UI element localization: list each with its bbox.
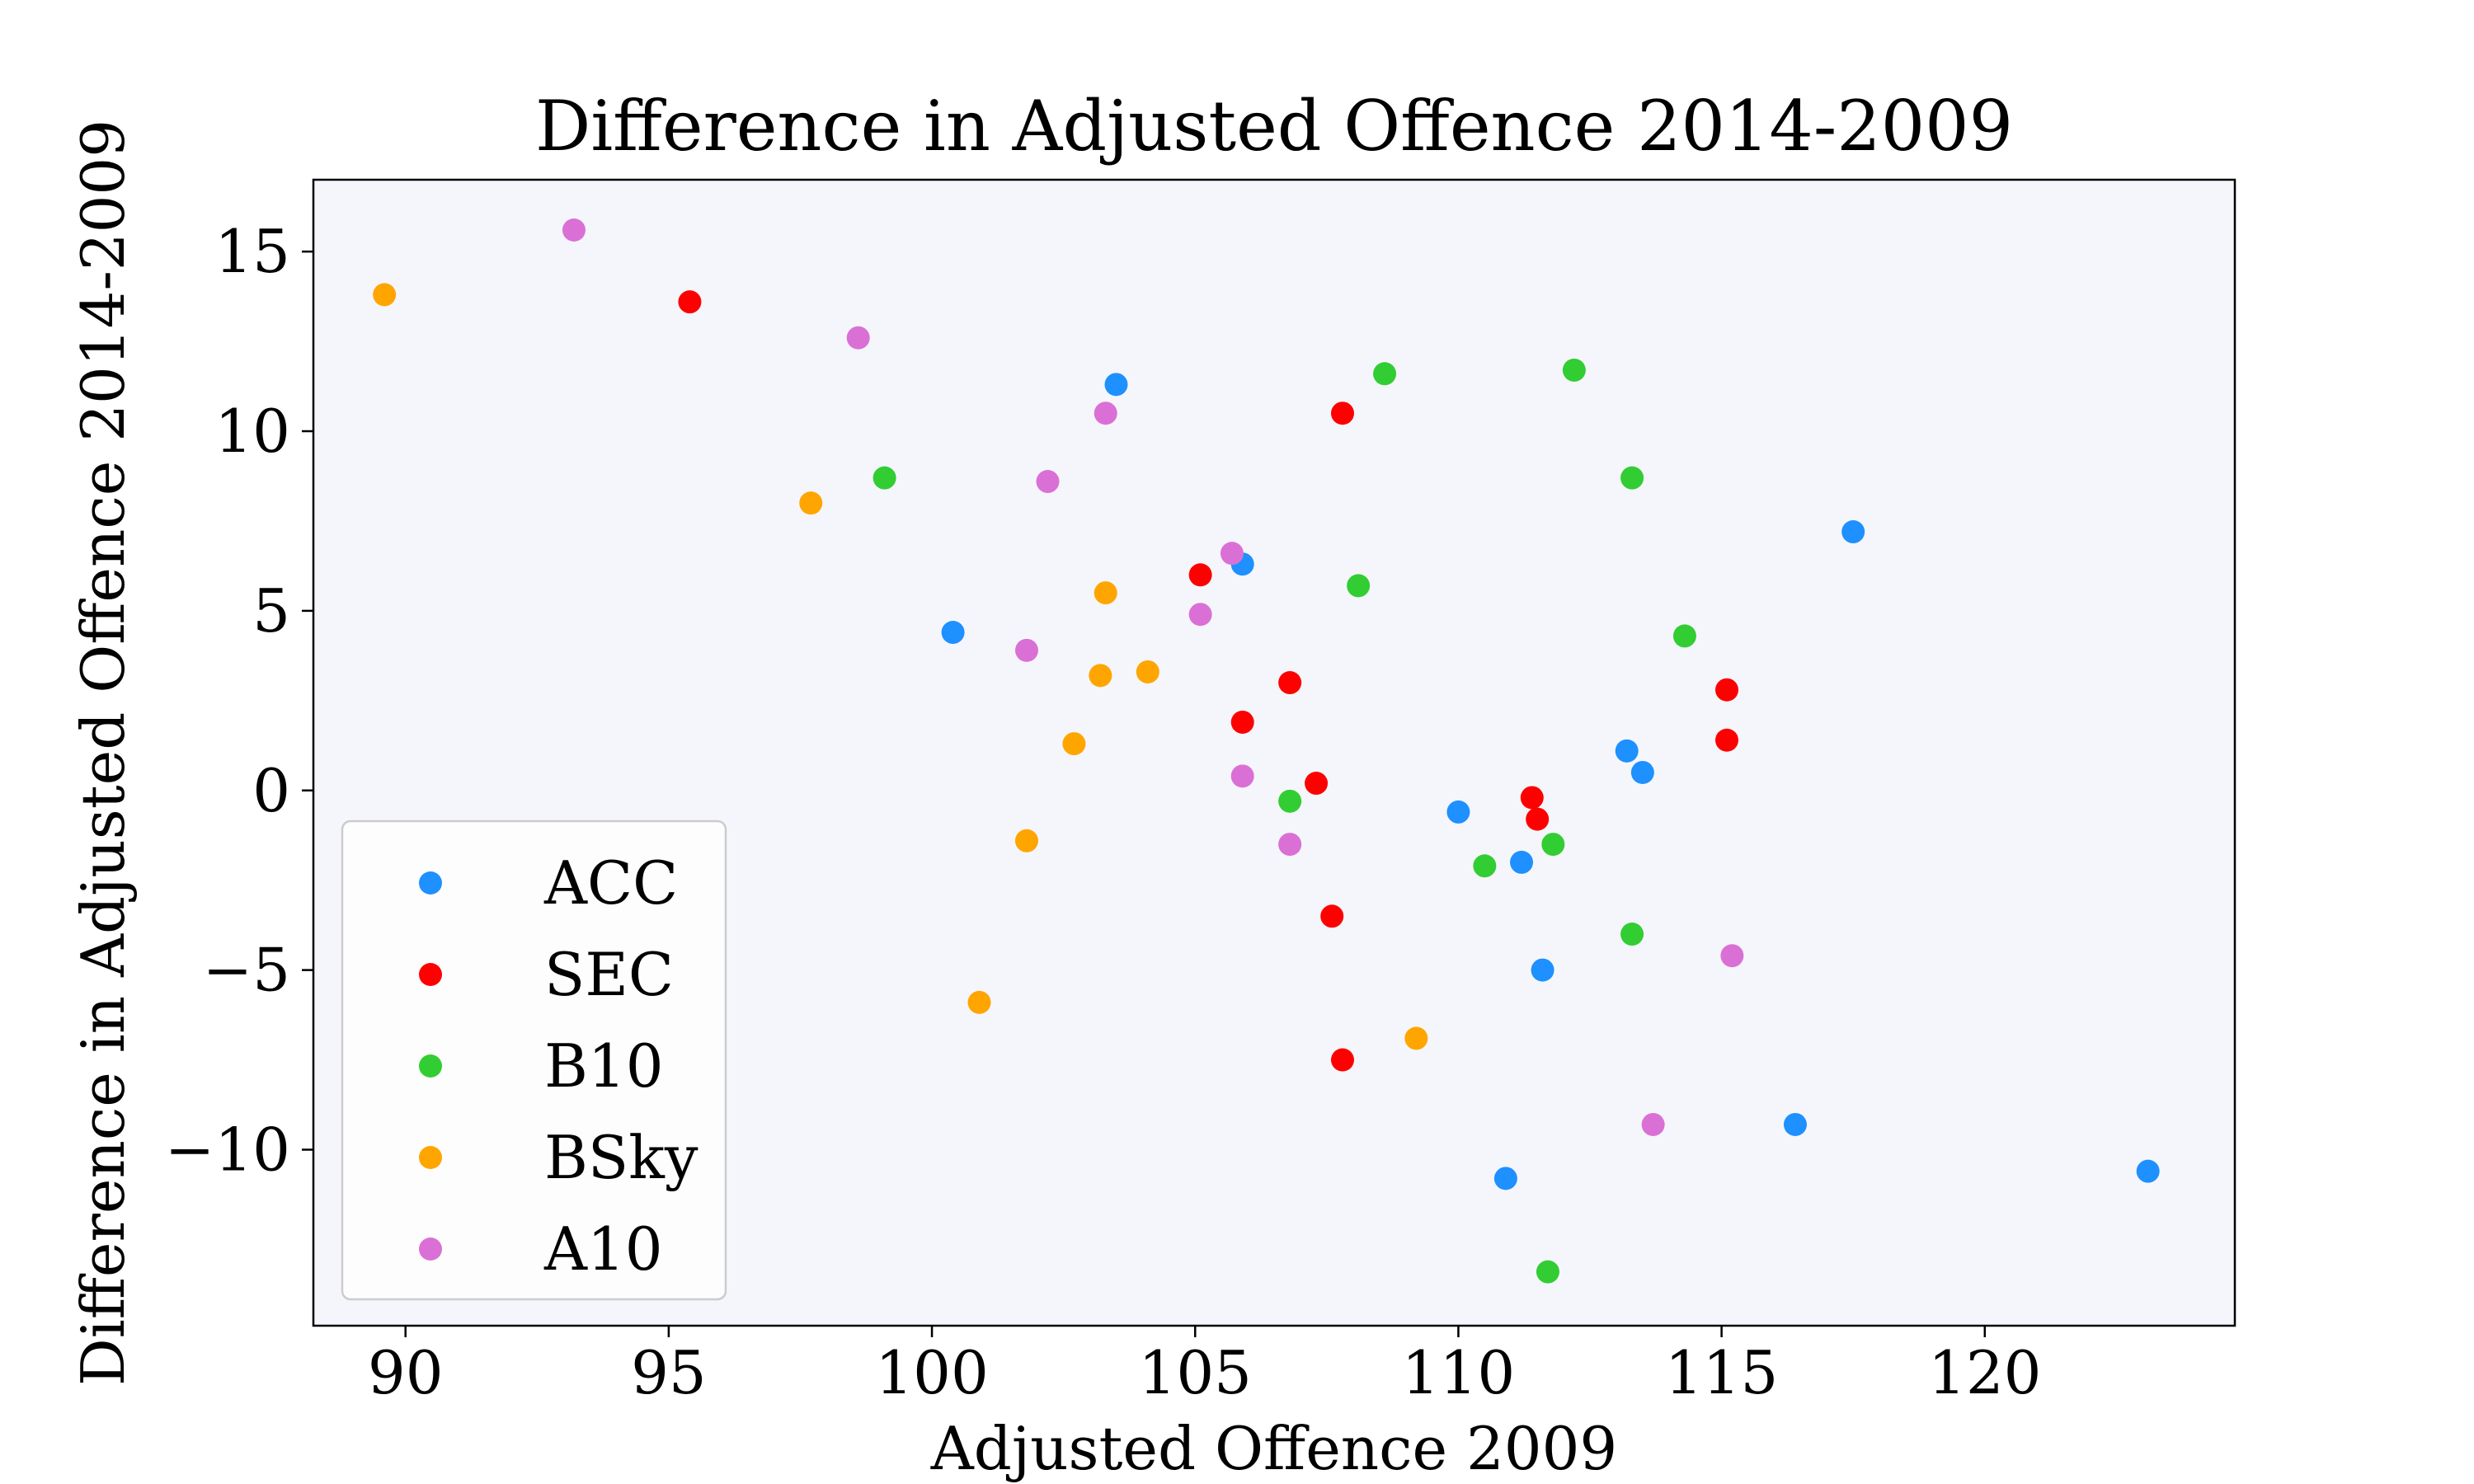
legend-marker [419, 1146, 442, 1169]
data-point [1014, 829, 1038, 852]
data-point [1714, 728, 1738, 752]
legend-label: ACC [543, 848, 678, 918]
data-point [1615, 739, 1639, 763]
data-point [1404, 1026, 1428, 1050]
data-point [678, 290, 702, 314]
data-point [1188, 603, 1212, 627]
data-point [1510, 850, 1534, 874]
data-point [1330, 1048, 1354, 1072]
data-point [1278, 789, 1302, 813]
data-point [2136, 1159, 2160, 1183]
data-point [1493, 1167, 1517, 1190]
y-tick-label: 5 [252, 576, 290, 646]
data-points [373, 218, 2160, 1284]
data-point [846, 326, 870, 350]
x-tick-label: 90 [368, 1338, 444, 1407]
data-point [1347, 574, 1371, 598]
data-point [1220, 542, 1244, 566]
data-point [1062, 732, 1086, 756]
data-point [1714, 678, 1738, 702]
legend-marker [419, 963, 442, 986]
data-point [1089, 664, 1112, 688]
legend-label: B10 [544, 1031, 664, 1101]
x-tick-label: 115 [1665, 1338, 1778, 1407]
legend-label: A10 [543, 1214, 663, 1284]
data-point [1036, 470, 1060, 494]
legend-marker [419, 871, 442, 895]
data-point [1230, 710, 1254, 734]
data-point [1320, 904, 1344, 928]
series-b10 [872, 358, 1696, 1284]
data-point [1536, 1260, 1559, 1284]
legend-box [341, 819, 727, 1301]
data-point [1541, 833, 1565, 857]
data-point [1373, 362, 1397, 386]
series-bsky [373, 283, 1428, 1050]
data-point [1841, 520, 1865, 544]
x-tick-label: 110 [1402, 1338, 1515, 1407]
y-tick-label: −10 [165, 1115, 290, 1184]
data-point [1473, 854, 1497, 878]
data-point [1094, 581, 1117, 605]
y-tick-label: 10 [214, 397, 290, 466]
y-tick-label: 15 [214, 217, 290, 286]
data-point [1278, 671, 1302, 695]
y-axis-label: Difference in Adjusted Offence 2014-2009 [68, 120, 138, 1386]
x-tick-label: 95 [631, 1338, 707, 1407]
data-point [1188, 563, 1212, 587]
data-point [1630, 760, 1654, 784]
data-point [799, 491, 823, 515]
data-point [562, 218, 586, 242]
data-point [1104, 373, 1128, 397]
data-point [967, 990, 991, 1014]
legend-marker [419, 1054, 442, 1078]
data-point [1620, 923, 1644, 946]
legend-label: SEC [544, 940, 674, 1009]
data-point [1094, 402, 1117, 425]
data-point [1531, 958, 1554, 982]
data-point [1014, 638, 1038, 662]
data-point [1230, 764, 1254, 788]
legend: ACC SEC B10 BSky A10 [341, 819, 727, 1301]
data-point [872, 466, 896, 490]
data-point [1620, 466, 1644, 490]
data-point [1783, 1112, 1807, 1136]
data-point [1672, 624, 1696, 648]
data-point [1526, 807, 1550, 831]
x-tick-label: 100 [875, 1338, 988, 1407]
y-tick-label: −5 [203, 936, 290, 1005]
data-point [1278, 833, 1302, 857]
data-point [1136, 660, 1159, 683]
series-a10 [562, 218, 1744, 1136]
y-axis: −10 −5 0 5 10 15 [165, 217, 313, 1184]
legend-label: BSky [544, 1123, 698, 1192]
plot-frame [312, 178, 2236, 1327]
data-point [1562, 358, 1586, 382]
legend-marker [419, 1237, 442, 1261]
y-tick-label: 0 [252, 756, 290, 825]
data-point [373, 283, 397, 307]
series-sec [678, 290, 1738, 1072]
data-point [1720, 944, 1744, 968]
data-point [1330, 402, 1354, 425]
data-point [1305, 772, 1329, 796]
data-point [1446, 800, 1470, 824]
chart-title: Difference in Adjusted Offence 2014-2009 [535, 86, 2013, 167]
data-point [1641, 1112, 1665, 1136]
x-axis: 90 95 100 105 110 115 120 [368, 1326, 2041, 1407]
data-point [941, 621, 965, 645]
x-axis-label: Adjusted Offence 2009 [930, 1414, 1617, 1483]
x-tick-label: 105 [1139, 1338, 1252, 1407]
x-tick-label: 120 [1928, 1338, 2041, 1407]
series-acc [941, 373, 2160, 1190]
data-point [1520, 786, 1544, 810]
